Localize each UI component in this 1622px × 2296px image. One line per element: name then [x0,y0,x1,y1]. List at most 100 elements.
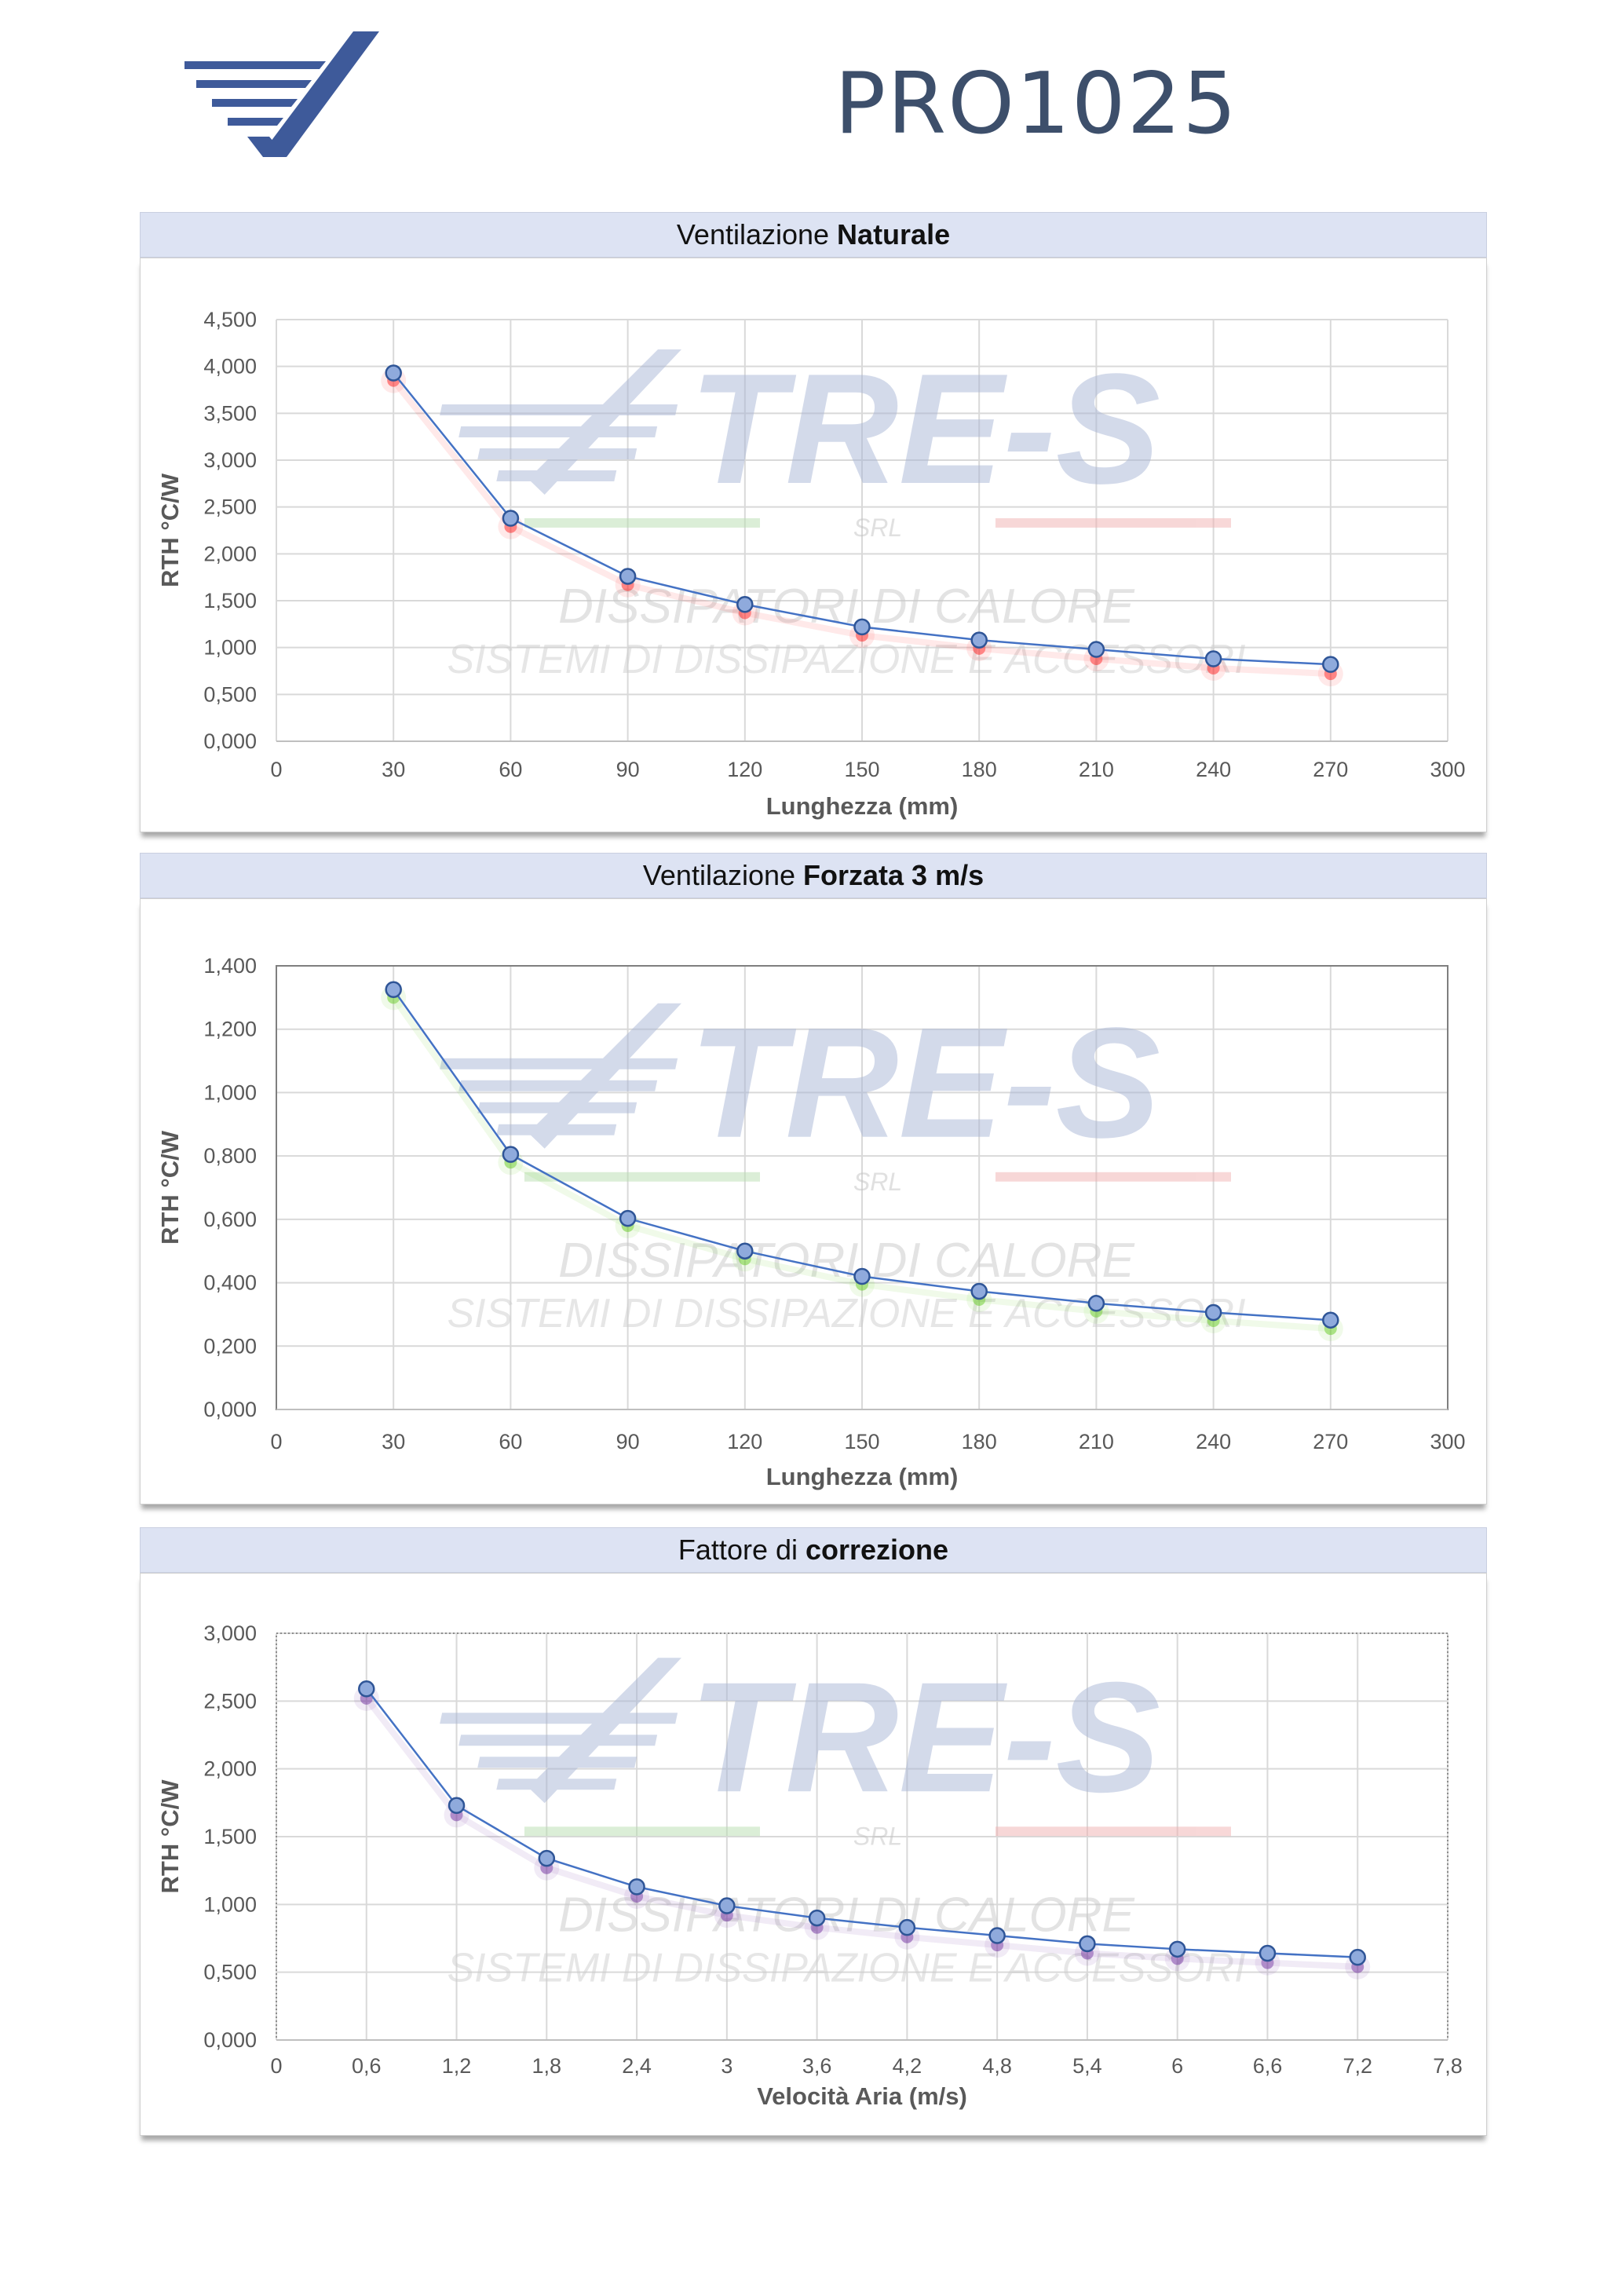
y-tick-label: 1,400 [203,954,257,978]
x-tick-label: 0 [270,2054,282,2078]
watermark-flag-red [995,517,1231,528]
y-tick-label: 1,000 [203,1892,257,1916]
x-tick-label: 7,8 [1433,2054,1463,2078]
y-tick-label: 1,500 [203,1825,257,1848]
series-point [988,1927,1006,1944]
x-tick-label: 4,2 [893,2054,922,2078]
x-tick-label: 0 [270,1430,282,1453]
x-tick-label: 60 [499,1430,522,1453]
x-tick-label: 1,2 [442,2054,472,2078]
series-line [365,1688,1358,1958]
x-axis-label: Velocità Aria (m/s) [757,2082,967,2110]
chart-panel-natural: Ventilazione Naturale TRE-S SRL DISSIPATOR… [140,212,1487,832]
series-point [718,1897,736,1914]
x-tick-label: 180 [962,758,997,781]
watermark-suffix: SRL [853,514,902,542]
series-point [538,1849,556,1867]
y-axis-label: RTH °C/W [156,1779,184,1894]
x-tick-label: 210 [1079,758,1114,781]
y-tick-label: 2,000 [203,542,257,565]
watermark-logo-icon [440,1003,681,1149]
y-tick-label: 1,000 [203,636,257,660]
y-tick-label: 0,500 [203,1961,257,1984]
y-tick-label: 0,800 [203,1144,257,1168]
company-logo [184,31,379,157]
watermark-flag-green [524,517,760,528]
watermark-brand: TRE-S [689,342,1160,517]
x-tick-label: 120 [727,758,762,781]
series-point [853,618,871,636]
watermark-line2: SISTEMI DI DISSIPAZIONE E ACCESSORI [447,1291,1245,1336]
series-point [970,631,988,649]
y-tick-label: 0,200 [203,1334,257,1358]
series-point [898,1918,916,1936]
x-tick-label: 270 [1313,758,1348,781]
y-tick-label: 0,000 [203,1398,257,1421]
x-tick-label: 30 [382,758,405,781]
x-tick-label: 60 [499,758,522,781]
chart-header-normal: Ventilazione [676,218,838,250]
x-tick-label: 270 [1313,1430,1348,1453]
x-tick-label: 300 [1430,758,1465,781]
y-tick-label: 1,500 [203,589,257,612]
series-shadow-line [363,1696,1358,1970]
product-code-title: PRO1025 [834,55,1239,153]
watermark-brand: TRE-S [689,996,1160,1171]
y-tick-label: 4,500 [203,308,257,331]
series-point [358,1680,375,1698]
x-tick-label: 1,8 [532,2054,562,2078]
series-point [502,510,520,527]
x-tick-label: 4,8 [982,2054,1012,2078]
series-point [1322,1311,1339,1329]
series-point [736,1242,754,1260]
chart-header: Fattore di correzione [140,1527,1487,1573]
series-point [1322,656,1339,673]
chart-body: TRE-S SRL DISSIPATORI DI CALORE SISTEMI DI … [140,258,1487,832]
watermark-flag-red [995,1172,1231,1182]
y-tick-label: 0,500 [203,682,257,706]
y-tick-label: 1,000 [203,1080,257,1104]
x-tick-label: 7,2 [1343,2054,1372,2078]
chart-panel-correction: Fattore di correzione TRE-S SRL DISSIPATOR… [140,1527,1487,2136]
series-point [628,1878,645,1896]
chart-header-bold: Naturale [837,218,951,250]
series-point [1204,1303,1222,1322]
y-tick-label: 0,000 [203,729,257,753]
series-point [1259,1944,1277,1962]
x-tick-label: 3,6 [802,2054,832,2078]
chart-header-bold: Forzata 3 m/s [803,859,985,891]
x-tick-label: 6 [1171,2054,1183,2078]
watermark-flag-green [524,1826,760,1837]
series-point [619,1209,637,1227]
series-point [808,1909,826,1927]
y-axis-label: RTH °C/W [156,473,184,587]
y-tick-label: 3,000 [203,448,257,472]
x-tick-label: 150 [844,1430,879,1453]
series-point [1349,1948,1366,1966]
y-tick-label: 4,000 [203,355,257,378]
y-tick-label: 1,200 [203,1018,257,1041]
x-tick-label: 150 [844,758,879,781]
y-tick-label: 0,600 [203,1208,257,1231]
chart-header: Ventilazione Naturale [140,212,1487,258]
watermark-line2: SISTEMI DI DISSIPAZIONE E ACCESSORI [447,637,1245,682]
watermark-flag-red [995,1826,1231,1837]
x-tick-label: 90 [616,1430,640,1453]
x-tick-label: 0,6 [352,2054,382,2078]
series-point [385,981,402,999]
series-point [1204,650,1222,667]
y-tick-label: 2,500 [203,1689,257,1713]
x-tick-label: 3 [721,2054,732,2078]
x-tick-label: 240 [1196,758,1231,781]
watermark-suffix: SRL [853,1168,902,1196]
x-tick-label: 6,6 [1253,2054,1283,2078]
x-axis-label: Lunghezza (mm) [766,1463,959,1490]
x-tick-label: 180 [962,1430,997,1453]
watermark-line1: DISSIPATORI DI CALORE [558,1888,1134,1942]
series-point [736,596,754,613]
x-tick-label: 300 [1430,1430,1465,1453]
x-tick-label: 210 [1079,1430,1114,1453]
series-point [853,1267,871,1285]
